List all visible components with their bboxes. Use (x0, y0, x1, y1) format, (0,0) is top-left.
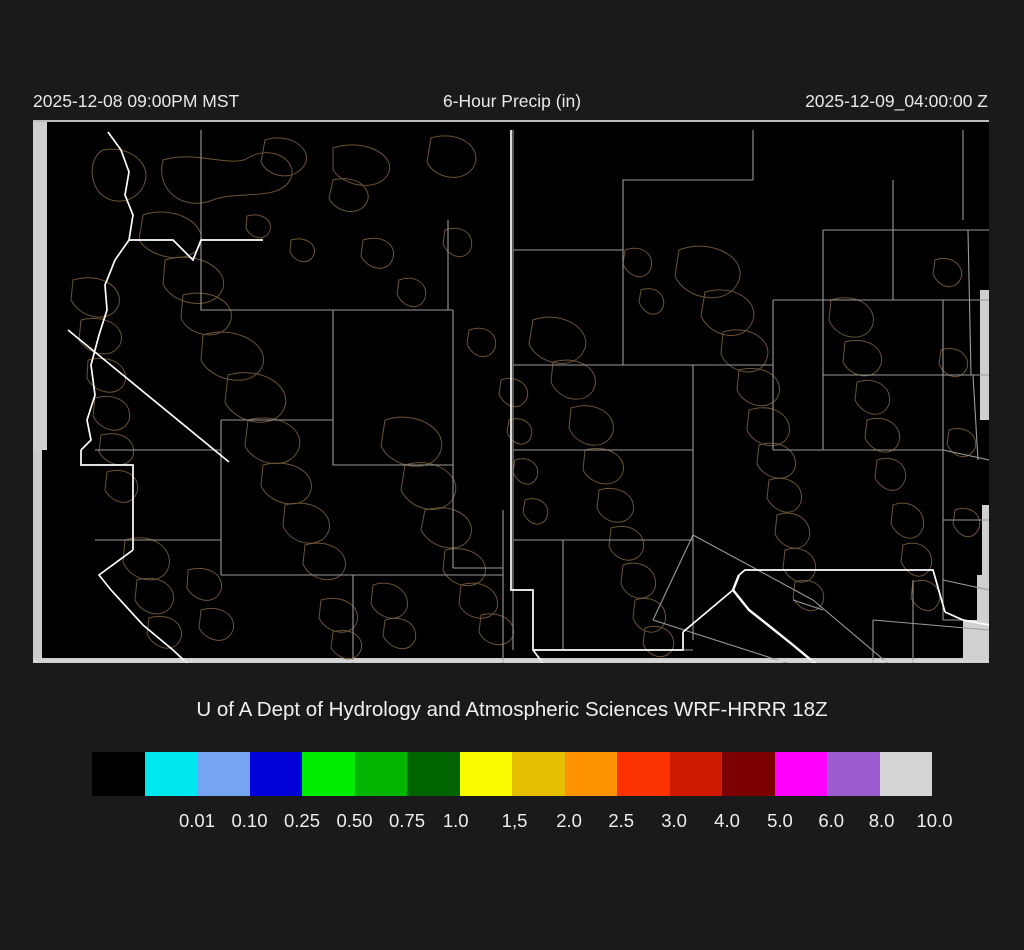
colorbar-bin-3.0-4.0 (617, 752, 670, 796)
colorbar-tick-12: 6.0 (818, 810, 845, 831)
colorbar-tick-8: 2.5 (608, 810, 635, 831)
colorbar-tick-labels: 0.01 0.10 0.25 0.50 0.75 1.0 1,5 2.0 2.5 3.0 4.0 5.… (92, 808, 953, 834)
precipitation-map[interactable] (33, 120, 989, 663)
colorbar-bin-above-10.0 (879, 752, 932, 796)
colorbar-bin-5.0-6.0 (722, 752, 775, 796)
attribution-text: U of A Dept of Hydrology and Atmospheric… (196, 698, 828, 721)
colorbar-bin-8.0-10.0 (827, 752, 880, 796)
colorbar-tick-9: 3.0 (661, 810, 687, 831)
colorbar-bin-2.5-3.0 (564, 752, 617, 796)
colorbar-tick-11: 5.0 (767, 810, 793, 831)
page-title: 6-Hour Precip (in) (442, 91, 582, 111)
colorbar-bin-6.0-8.0 (774, 752, 827, 796)
colorbar[interactable] (92, 752, 932, 796)
colorbar-bin-0.50-0.75 (302, 752, 355, 796)
colorbar-bin-0.01-0.10 (144, 752, 197, 796)
colorbar-bin-2.0-2.5 (512, 752, 565, 796)
map-canvas (33, 120, 989, 663)
colorbar-swatches (92, 752, 932, 796)
county-boundaries (95, 130, 989, 663)
local-timestamp: 2025-12-08 09:00PM MST (33, 91, 240, 111)
colorbar-tick-4: 0.75 (388, 810, 426, 831)
colorbar-tick-0: 0.01 (178, 810, 216, 831)
colorbar-bin-0.75-1.0 (354, 752, 407, 796)
colorbar-bin-below-0.01 (92, 752, 145, 796)
colorbar-tick-6: 1,5 (501, 810, 528, 831)
colorbar-bin-1.5-2.0 (459, 752, 512, 796)
colorbar-tick-2: 0.25 (283, 810, 321, 831)
colorbar-tick-1: 0.10 (231, 810, 268, 831)
colorbar-tick-13: 8.0 (868, 810, 895, 831)
colorbar-tick-14: 10.0 (916, 810, 953, 831)
colorbar-tick-5: 1.0 (442, 810, 469, 831)
utc-timestamp: 2025-12-09_04:00:00 Z (805, 91, 988, 111)
terrain-contours (70, 135, 981, 660)
colorbar-tick-10: 4.0 (714, 810, 740, 831)
colorbar-tick-3: 0.50 (336, 810, 373, 831)
header-bar: 2025-12-08 09:00PM MST 6-Hour Precip (in… (0, 88, 1024, 114)
colorbar-bin-0.25-0.50 (249, 752, 302, 796)
colorbar-bin-4.0-5.0 (669, 752, 722, 796)
colorbar-bin-0.10-0.25 (197, 752, 250, 796)
colorbar-bin-1.0-1.5 (407, 752, 460, 796)
state-borders (67, 130, 989, 663)
colorbar-tick-7: 2.0 (556, 810, 582, 831)
